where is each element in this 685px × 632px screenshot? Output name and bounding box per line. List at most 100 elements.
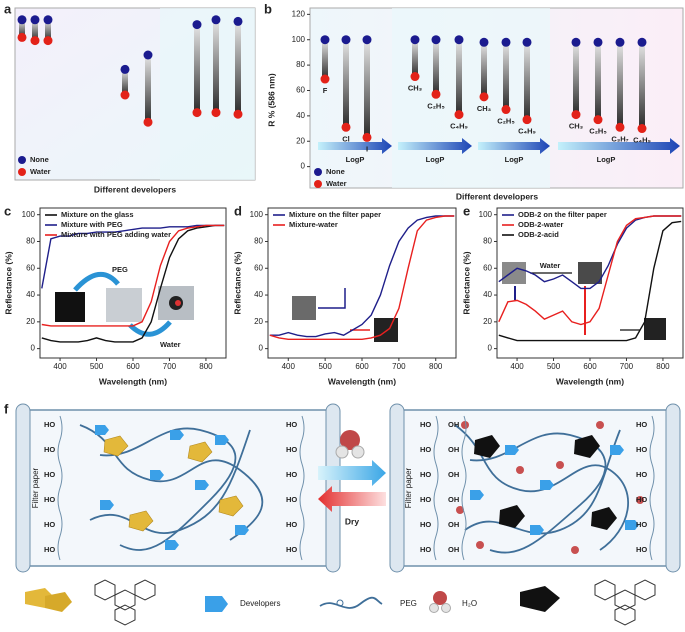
connector: [145, 55, 151, 123]
legend-label: ODB-2-acid: [518, 230, 559, 239]
peg-chain: [336, 599, 344, 607]
connector: [343, 39, 349, 128]
dot: [233, 109, 243, 119]
y-tick-label: 60: [483, 263, 492, 272]
dot: [211, 108, 221, 118]
dot: [479, 37, 489, 47]
colored-dye: [474, 435, 617, 530]
annotation: LogP: [346, 155, 365, 164]
scroll-roll: [15, 403, 31, 573]
connector: [194, 24, 200, 113]
annotation: LogP: [426, 155, 445, 164]
hydroxyl-label: OH: [448, 420, 459, 429]
arrow: [318, 288, 346, 309]
connector: [19, 19, 25, 38]
dot: [522, 37, 532, 47]
hydroxyl-label: OH: [448, 445, 459, 454]
hydroxyl-label: HO: [636, 420, 647, 429]
hydroxyl-label: HO: [286, 445, 297, 454]
legend-marker: [314, 180, 322, 188]
y-tick-label: 120: [292, 9, 306, 18]
connector: [503, 42, 509, 110]
legend-label: PEG: [400, 599, 417, 608]
y-tick-label: 80: [254, 237, 263, 246]
y-tick-label: 20: [296, 136, 305, 145]
dot: [320, 74, 330, 84]
panel-label: e: [463, 203, 470, 218]
hydroxyl-label: HO: [286, 520, 297, 529]
hydroxyl-label: HO: [44, 495, 55, 504]
hydroxyl-label: HO: [420, 420, 431, 429]
hydroxyl-label: HO: [636, 520, 647, 529]
panel-label: f: [4, 401, 9, 416]
inset-image: [644, 318, 666, 340]
y-tick-label: 0: [488, 344, 493, 353]
water-icon: [351, 445, 365, 459]
water-molecules: [456, 421, 644, 554]
line: [41, 224, 225, 327]
x-axis-label: Wavelength (nm): [99, 376, 167, 386]
inset-image: [106, 288, 142, 322]
y-axis-label: Reflectance (%): [232, 251, 242, 314]
arrow: [318, 486, 386, 512]
hydroxyl-label: HO: [44, 520, 55, 529]
structure: [594, 579, 656, 626]
connector: [573, 42, 579, 115]
arrow: [318, 460, 386, 486]
category-label: C₃H₇: [611, 134, 628, 143]
y-tick-label: 20: [483, 317, 492, 326]
annotation: LogP: [597, 155, 616, 164]
inset-image: [374, 318, 398, 342]
connector: [456, 39, 462, 115]
dot: [501, 37, 511, 47]
cellulose-chain: [299, 415, 305, 561]
dot: [192, 108, 202, 118]
legend-label: ODB-2 on the filter paper: [518, 210, 607, 219]
dot: [615, 37, 625, 47]
dot: [120, 64, 130, 74]
legend-marker: [314, 168, 322, 176]
legend-label: ODB-2-water: [518, 220, 564, 229]
hydroxyl-label: HO: [286, 420, 297, 429]
connector: [213, 19, 219, 113]
y-tick-label: 100: [22, 210, 36, 219]
legend-label: None: [326, 167, 345, 176]
legend-label: Water: [30, 167, 51, 176]
panel-label: c: [4, 203, 11, 218]
dot: [501, 105, 511, 115]
dot: [637, 124, 647, 134]
connector: [524, 42, 530, 120]
line: [269, 215, 455, 340]
y-tick-label: 0: [259, 344, 264, 353]
category-label: CH₃: [477, 104, 492, 113]
hydroxyl-label: HO: [636, 470, 647, 479]
dot: [43, 36, 53, 46]
x-axis-label: Different developers: [456, 191, 538, 201]
y-tick-label: 80: [296, 60, 305, 69]
hydroxyl-label: OH: [448, 470, 459, 479]
dot: [431, 35, 441, 45]
dot: [192, 20, 202, 30]
dot: [120, 90, 130, 100]
dot: [30, 36, 40, 46]
inset-image: [578, 262, 602, 284]
legend-label: Mixture on the glass: [61, 210, 134, 219]
dot: [17, 15, 27, 25]
hydroxyl-label: HO: [636, 445, 647, 454]
cellulose-chain: [57, 415, 63, 561]
legend-label: Developers: [240, 599, 280, 608]
hydroxyl-label: OH: [448, 520, 459, 529]
hydroxyl-label: HO: [286, 495, 297, 504]
category-label: F: [323, 86, 328, 95]
panel-label: d: [234, 203, 242, 218]
dot: [571, 110, 581, 120]
legend-label: H₂O: [462, 599, 477, 608]
hydroxyl-label: HO: [420, 470, 431, 479]
y-tick-label: 40: [254, 290, 263, 299]
connector: [45, 19, 51, 41]
dot: [143, 117, 153, 127]
scroll-roll: [665, 403, 681, 573]
arrow: [398, 138, 472, 154]
hydroxyl-label: HO: [420, 495, 431, 504]
line: [269, 215, 455, 338]
